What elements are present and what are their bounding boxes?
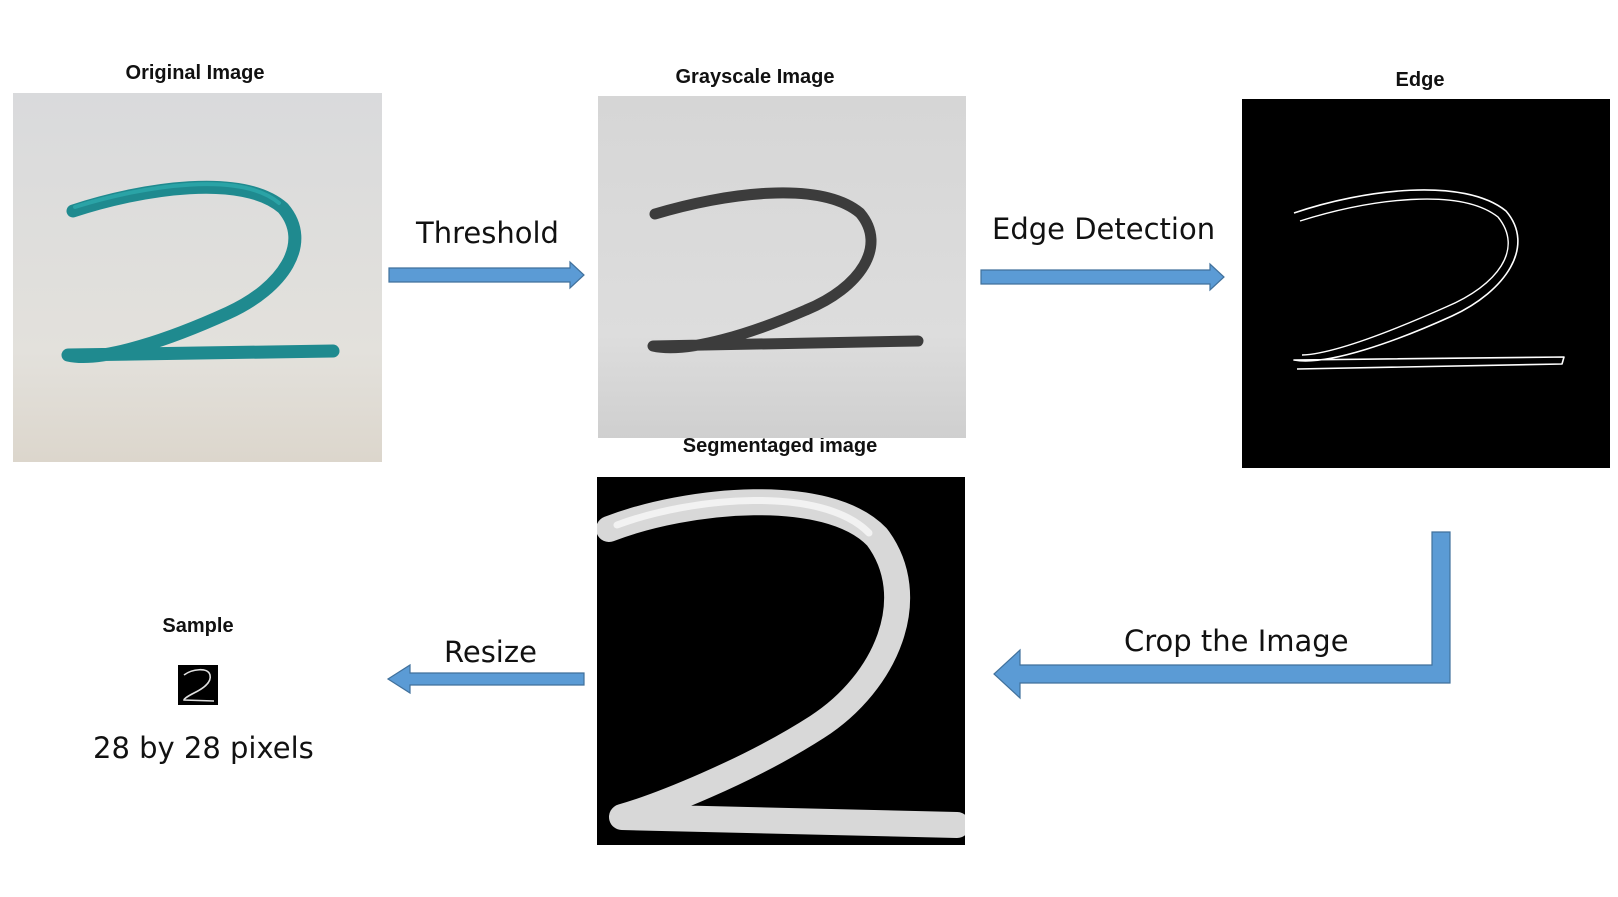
threshold-step-label: Threshold <box>416 216 559 250</box>
segmented-image-picture <box>597 477 965 845</box>
original-image <box>13 93 382 462</box>
edge-image <box>1242 99 1610 468</box>
edge-detection-step-label: Edge Detection <box>992 212 1216 246</box>
sample-image-picture <box>178 665 218 705</box>
resize-step-label: Resize <box>444 635 537 669</box>
grayscale-image <box>598 96 966 438</box>
digit-two-outer-edge <box>1293 189 1565 370</box>
edge-image-picture <box>1242 99 1610 468</box>
sample-image <box>178 665 218 705</box>
crop-step-label: Crop the Image <box>1124 624 1349 658</box>
digit-two-stroke <box>61 180 340 364</box>
grayscale-image-picture <box>598 96 966 438</box>
grayscale-image-title: Grayscale Image <box>675 66 835 88</box>
sample-title: Sample <box>162 615 234 637</box>
edge-image-title: Edge <box>1395 69 1445 91</box>
segmented-image-title: Segmentaged image <box>682 435 878 457</box>
resize-arrow <box>386 663 585 695</box>
threshold-arrow <box>388 260 585 290</box>
digit-two-stroke <box>647 187 924 354</box>
original-image-picture <box>13 93 382 462</box>
digit-two-inner-edge <box>1299 198 1509 356</box>
edge-detection-arrow <box>980 262 1225 292</box>
segmented-image <box>597 477 965 845</box>
crop-arrow <box>993 531 1451 700</box>
sample-caption: 28 by 28 pixels <box>93 731 314 765</box>
original-image-title: Original Image <box>125 62 265 84</box>
